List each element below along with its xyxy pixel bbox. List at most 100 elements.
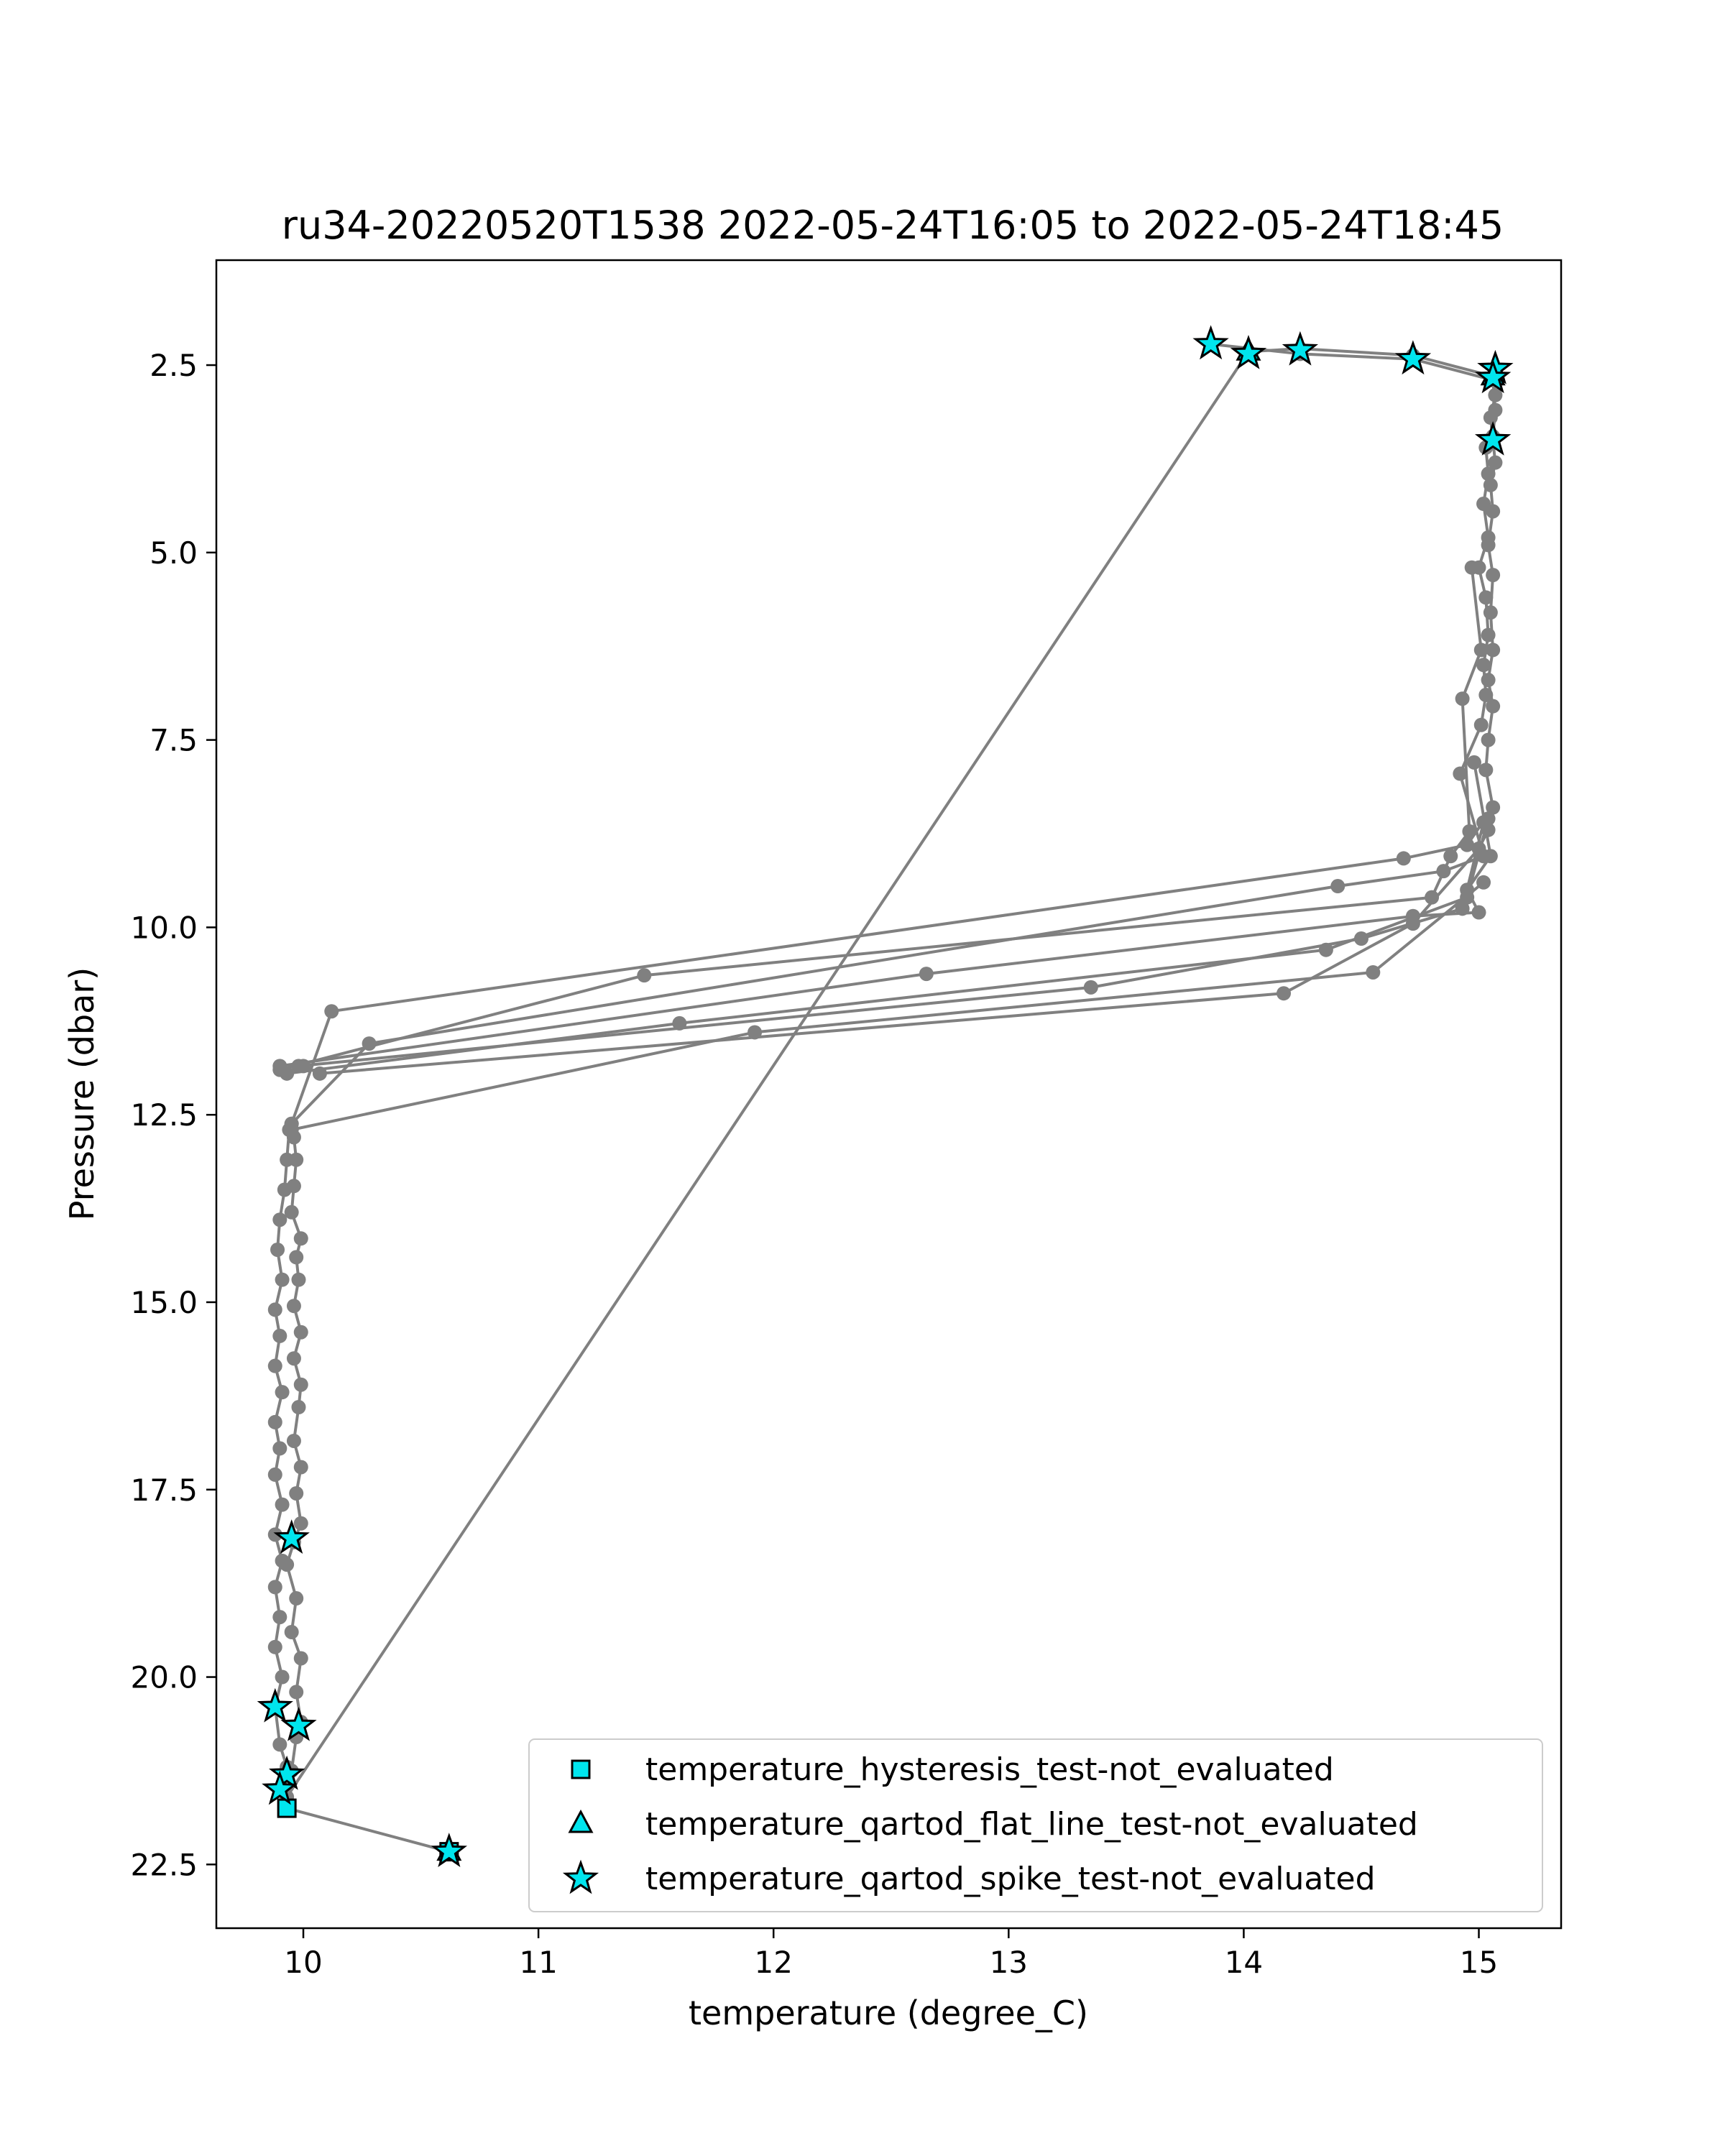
profile-point xyxy=(1353,931,1368,946)
profile-point xyxy=(672,1015,687,1031)
legend-label-hysteresis: temperature_hysteresis_test-not_evaluate… xyxy=(645,1751,1334,1788)
y-axis-ticks: 2.5 5.0 7.5 10.0 12.5 15.0 17.5 20.0 22.5 xyxy=(130,348,216,1882)
profile-point xyxy=(1471,905,1486,920)
profile-line xyxy=(286,818,1490,1075)
profile-point xyxy=(272,1610,288,1625)
star-flag-marker xyxy=(262,1770,298,1805)
profile-point xyxy=(1486,699,1501,714)
profile-point xyxy=(272,1441,288,1456)
profile-point xyxy=(1436,864,1451,879)
profile-point xyxy=(291,1400,306,1415)
profile-point xyxy=(1476,497,1491,512)
profile-line xyxy=(273,342,1497,1790)
legend-label-spike: temperature_qartod_spike_test-not_evalua… xyxy=(645,1861,1376,1897)
profile-point xyxy=(272,1212,288,1227)
profile-point xyxy=(1478,688,1494,703)
profile-line xyxy=(291,881,1485,1131)
x-tick-label: 10 xyxy=(284,1945,322,1980)
x-axis-label: temperature (degree_C) xyxy=(689,1994,1088,2032)
profile-point xyxy=(1476,875,1491,890)
legend-triangle-marker xyxy=(568,1809,594,1833)
y-tick-label: 10.0 xyxy=(130,910,198,945)
y-tick-label: 22.5 xyxy=(130,1847,198,1882)
legend-star-marker xyxy=(562,1859,599,1894)
star-flag-marker xyxy=(1474,420,1512,456)
y-tick-label: 12.5 xyxy=(130,1097,198,1133)
profile-point xyxy=(267,1580,282,1595)
profile-point xyxy=(293,1325,308,1340)
profile-point xyxy=(1455,901,1470,916)
profile-point xyxy=(1486,642,1501,658)
legend-square-marker xyxy=(571,1759,591,1779)
profile-point xyxy=(1460,890,1475,905)
profile-point xyxy=(284,1123,299,1138)
profile-point xyxy=(1473,717,1489,732)
profile-point xyxy=(1481,822,1496,837)
profile-line xyxy=(298,821,1486,1068)
profile-point xyxy=(919,967,934,982)
profile-point xyxy=(748,1025,763,1040)
profile-point xyxy=(1453,766,1468,781)
profile-point xyxy=(324,1004,339,1019)
profile-point xyxy=(293,1651,308,1666)
profile-point xyxy=(267,1467,282,1482)
x-tick-label: 12 xyxy=(754,1945,792,1980)
profile-point xyxy=(362,1036,377,1051)
profile-point xyxy=(286,1351,301,1366)
profile-point xyxy=(284,1204,299,1220)
profile-point xyxy=(1318,942,1333,957)
profile-point xyxy=(277,1182,292,1197)
profile-line xyxy=(279,567,1483,1072)
profile-point xyxy=(1460,837,1475,852)
profile-point xyxy=(1486,568,1501,583)
profile-point xyxy=(267,1358,282,1373)
profile-point xyxy=(289,1685,304,1700)
profile-point xyxy=(280,1066,295,1081)
profile-point xyxy=(1488,387,1503,402)
profile-point xyxy=(1488,455,1503,470)
x-tick-label: 11 xyxy=(519,1945,557,1980)
profile-point xyxy=(267,1414,282,1429)
profile-point xyxy=(267,1302,282,1317)
profile-point xyxy=(1466,755,1481,770)
x-tick-label: 14 xyxy=(1225,1945,1263,1980)
y-tick-label: 15.0 xyxy=(130,1285,198,1320)
profile-point xyxy=(1330,879,1346,894)
profile-point xyxy=(293,1231,308,1246)
profile-point xyxy=(289,1591,304,1606)
profile-point xyxy=(267,1639,282,1654)
profile-point xyxy=(1464,560,1479,575)
profile-point xyxy=(1405,916,1420,931)
profile-point xyxy=(286,1433,301,1448)
profile-point xyxy=(1396,851,1411,866)
profile-point xyxy=(280,1152,295,1167)
star-flag-marker xyxy=(431,1833,468,1868)
x-tick-label: 15 xyxy=(1460,1945,1498,1980)
profile-point xyxy=(1481,811,1496,826)
temperature-profile-points xyxy=(267,336,1503,1859)
legend: temperature_hysteresis_test-not_evaluate… xyxy=(528,1738,1543,1912)
profile-point xyxy=(275,1272,290,1287)
star-flag-marker xyxy=(268,1755,305,1790)
profile-point xyxy=(1473,642,1489,658)
profile-point xyxy=(293,1460,308,1475)
star-flag-marker xyxy=(257,1687,293,1723)
profile-point xyxy=(267,1527,282,1542)
profile-point xyxy=(1488,402,1503,418)
profile-point xyxy=(1481,466,1496,482)
profile-point xyxy=(1481,732,1496,747)
profile-point xyxy=(293,1516,308,1531)
temperature-profile-lines xyxy=(273,342,1497,1853)
star-flag-marker xyxy=(273,1519,310,1554)
profile-point xyxy=(1462,824,1477,839)
profile-point xyxy=(275,1385,290,1400)
legend-markers xyxy=(562,1759,599,1894)
profile-point xyxy=(272,1737,288,1752)
y-tick-label: 2.5 xyxy=(150,348,198,383)
star-flag-marker xyxy=(280,1706,317,1741)
profile-point xyxy=(284,1624,299,1639)
legend-label-flat-line: temperature_qartod_flat_line_test-not_ev… xyxy=(645,1806,1418,1843)
plot-area xyxy=(215,259,1563,1930)
profile-line xyxy=(280,347,1497,1853)
